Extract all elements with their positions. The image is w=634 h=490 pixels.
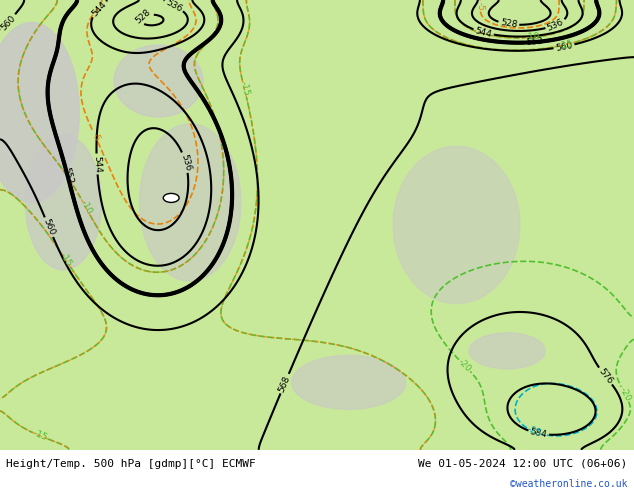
Text: -25: -25 [526, 425, 543, 439]
Text: ©weatheronline.co.uk: ©weatheronline.co.uk [510, 479, 628, 489]
Ellipse shape [164, 194, 179, 202]
Text: -15: -15 [32, 429, 49, 443]
Text: 552: 552 [61, 167, 74, 185]
Text: 568: 568 [277, 374, 292, 393]
Ellipse shape [139, 123, 241, 281]
Text: -15: -15 [238, 80, 250, 97]
Ellipse shape [393, 146, 520, 304]
Text: 536: 536 [546, 17, 566, 32]
Text: -5: -5 [89, 131, 101, 143]
Text: Height/Temp. 500 hPa [gdmp][°C] ECMWF: Height/Temp. 500 hPa [gdmp][°C] ECMWF [6, 459, 256, 469]
Text: -15: -15 [558, 39, 574, 50]
Text: 544: 544 [92, 155, 102, 172]
Text: 560: 560 [41, 218, 56, 237]
Text: We 01-05-2024 12:00 UTC (06+06): We 01-05-2024 12:00 UTC (06+06) [418, 459, 628, 469]
Text: 560: 560 [0, 13, 18, 32]
Text: -20: -20 [618, 386, 632, 403]
Ellipse shape [0, 23, 79, 202]
Text: 544: 544 [474, 26, 493, 39]
Text: 552: 552 [526, 37, 543, 47]
Text: 528: 528 [134, 7, 153, 25]
Text: -5: -5 [476, 1, 484, 11]
Text: 536: 536 [164, 0, 184, 14]
Ellipse shape [292, 355, 406, 409]
Text: 584: 584 [529, 427, 548, 440]
Text: -10: -10 [79, 199, 93, 216]
Text: 528: 528 [500, 19, 518, 30]
Ellipse shape [114, 45, 203, 117]
Text: 544: 544 [90, 0, 108, 18]
Text: 560: 560 [555, 41, 573, 52]
Text: 536: 536 [179, 153, 192, 172]
Text: -15: -15 [58, 251, 74, 269]
Ellipse shape [469, 333, 545, 369]
Ellipse shape [25, 135, 101, 270]
Text: 576: 576 [597, 367, 614, 386]
Text: -10: -10 [524, 32, 540, 43]
Text: -20: -20 [456, 357, 473, 374]
